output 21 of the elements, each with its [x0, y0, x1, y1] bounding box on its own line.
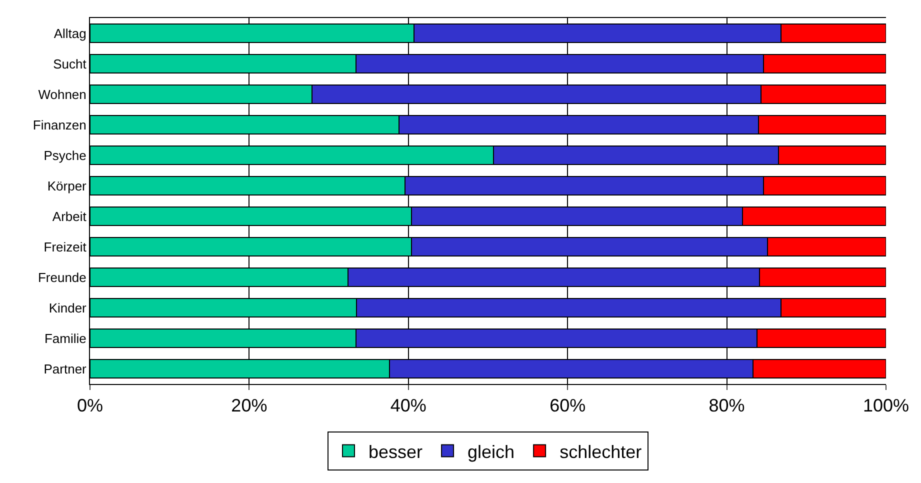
y-tick-label: Alltag [54, 26, 86, 41]
y-tick-label: Psyche [44, 148, 86, 163]
x-tick-label: 20% [231, 396, 268, 416]
x-tick-label: 60% [550, 396, 586, 416]
y-tick-label: Finanzen [32, 117, 86, 132]
y-tick-label: Freunde [38, 270, 86, 285]
legend-label: schlechter [560, 442, 642, 462]
legend-label: besser [368, 442, 423, 462]
y-tick-label: Körper [47, 178, 88, 194]
y-tick-label: Arbeit [52, 208, 87, 224]
x-tick-label: 100% [862, 396, 910, 416]
y-tick-label: Sucht [53, 56, 87, 72]
y-tick-label: Kinder [48, 300, 88, 316]
x-tick-label: 0% [76, 396, 104, 416]
y-tick-label: Wohnen [38, 86, 86, 102]
x-tick-label: 80% [708, 396, 745, 416]
y-tick-label: Familie [44, 330, 86, 346]
x-tick-label: 40% [390, 396, 426, 416]
y-tick-label: Freizeit [44, 239, 87, 254]
legend-label: gleich [468, 442, 515, 462]
y-tick-label: Partner [44, 361, 88, 376]
